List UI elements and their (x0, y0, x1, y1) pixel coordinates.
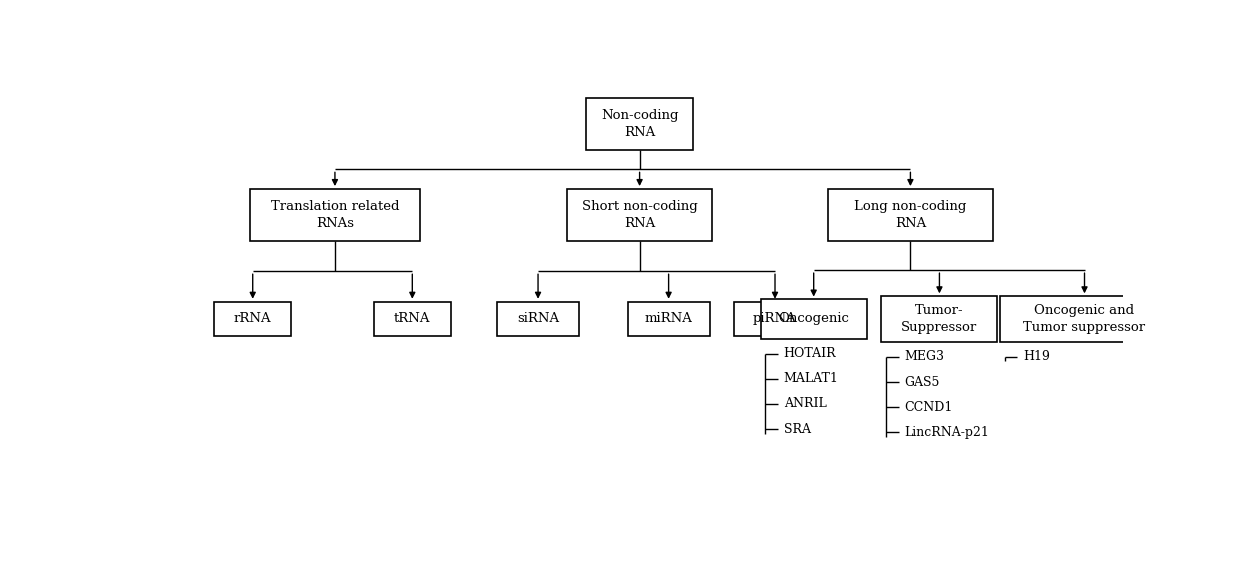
Bar (567, 189, 713, 241)
Text: Non-coding
RNA: Non-coding RNA (600, 109, 679, 138)
Text: Tumor-
Suppressor: Tumor- Suppressor (901, 304, 977, 334)
Bar (373, 302, 451, 336)
Text: ANRIL: ANRIL (784, 397, 826, 410)
Text: GAS5: GAS5 (905, 376, 940, 388)
Text: miRNA: miRNA (645, 312, 693, 325)
Text: siRNA: siRNA (517, 312, 559, 325)
Text: HOTAIR: HOTAIR (784, 347, 836, 360)
Text: Translation related
RNAs: Translation related RNAs (271, 200, 399, 230)
Text: Oncogenic: Oncogenic (779, 312, 849, 325)
Text: SRA: SRA (784, 423, 811, 436)
Text: tRNA: tRNA (394, 312, 431, 325)
Text: MEG3: MEG3 (905, 350, 945, 364)
Text: CCND1: CCND1 (905, 401, 953, 414)
Bar (829, 189, 992, 241)
Bar (497, 302, 579, 336)
Bar (760, 300, 867, 338)
Text: MALAT1: MALAT1 (784, 372, 839, 385)
Text: Long non-coding
RNA: Long non-coding RNA (854, 200, 967, 230)
Text: Short non-coding
RNA: Short non-coding RNA (582, 200, 698, 230)
Bar (1000, 296, 1169, 342)
Text: rRNA: rRNA (233, 312, 272, 325)
Text: H19: H19 (1023, 350, 1050, 364)
Text: piRNA: piRNA (753, 312, 797, 325)
Bar (734, 302, 816, 336)
Text: LincRNA-p21: LincRNA-p21 (905, 426, 990, 439)
Bar (628, 302, 710, 336)
Bar (881, 296, 997, 342)
Bar (587, 98, 693, 150)
Bar (215, 302, 292, 336)
Text: Oncogenic and
Tumor suppressor: Oncogenic and Tumor suppressor (1023, 304, 1146, 334)
Bar (251, 189, 419, 241)
